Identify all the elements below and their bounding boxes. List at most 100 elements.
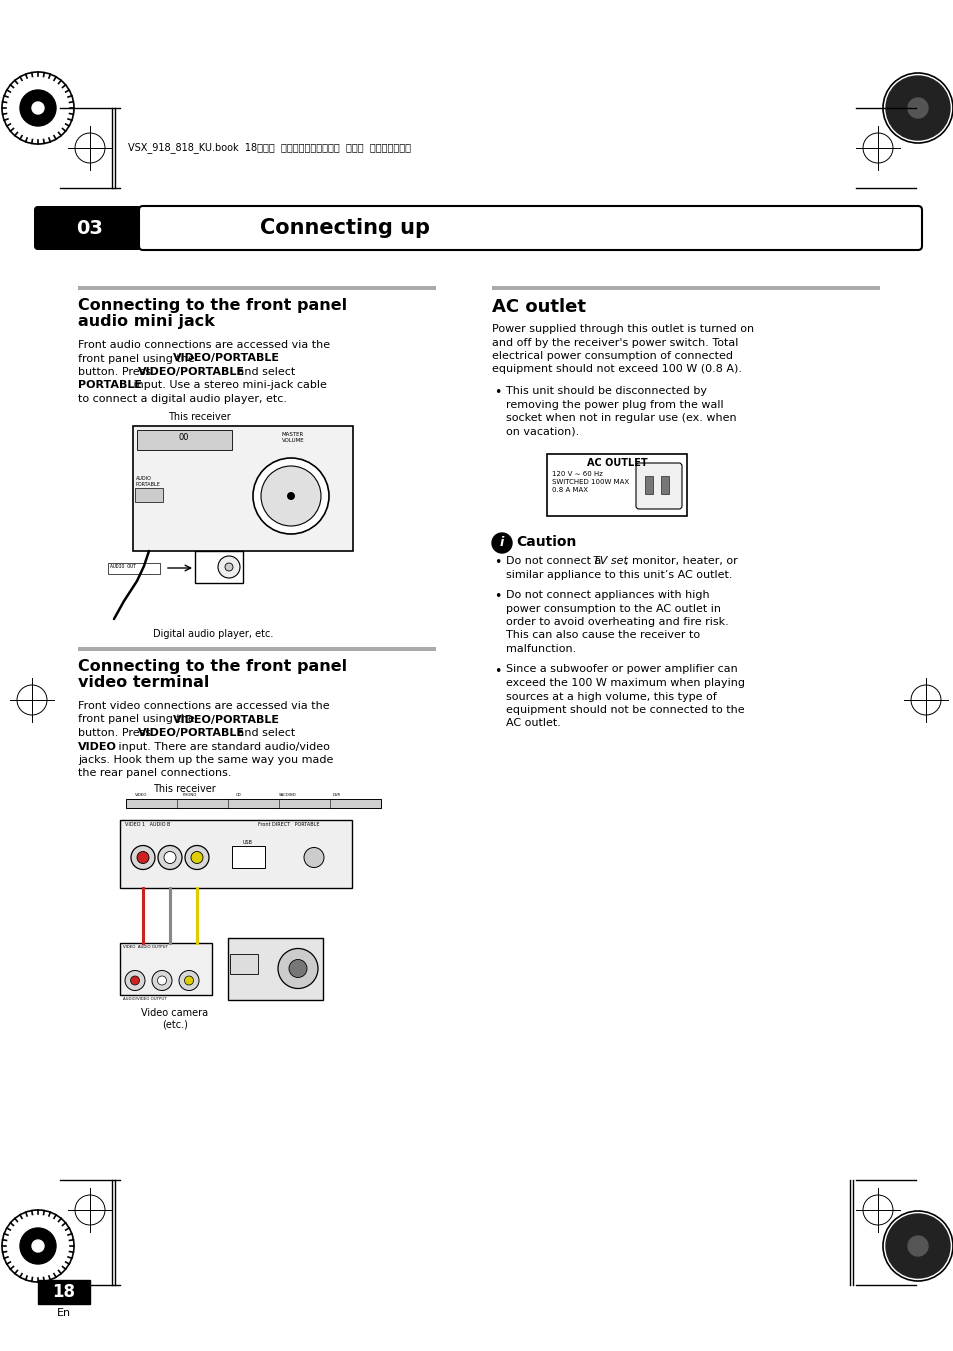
FancyBboxPatch shape [139,205,921,250]
Text: VIDEO/PORTABLE: VIDEO/PORTABLE [138,367,245,377]
Text: front panel using the: front panel using the [78,715,198,724]
Circle shape [253,458,329,534]
Circle shape [225,563,233,571]
Bar [135,488,163,503]
Circle shape [191,851,203,863]
Text: Connecting to the front panel: Connecting to the front panel [78,299,347,313]
Text: PORTABLE: PORTABLE [136,482,161,486]
Text: button. Press: button. Press [78,367,154,377]
Bar [78,286,436,290]
Text: jacks. Hook them up the same way you made: jacks. Hook them up the same way you mad… [78,755,333,765]
Text: This receiver: This receiver [168,412,231,422]
Text: similar appliance to this unit’s AC outlet.: similar appliance to this unit’s AC outl… [505,570,732,580]
Circle shape [492,534,512,553]
Text: •: • [494,590,501,603]
Bar [228,938,323,1000]
Text: Digital audio player, etc.: Digital audio player, etc. [152,630,273,639]
Text: Do not connect a: Do not connect a [505,557,604,566]
Circle shape [287,492,294,500]
Text: Do not connect appliances with high: Do not connect appliances with high [505,590,709,600]
Text: 18: 18 [52,1283,75,1301]
Text: USB: USB [243,839,253,844]
Circle shape [157,975,167,985]
Circle shape [32,1240,44,1252]
Text: •: • [494,386,501,399]
Text: malfunction.: malfunction. [505,644,576,654]
Text: Front audio connections are accessed via the: Front audio connections are accessed via… [78,340,330,350]
Text: PORTABLE: PORTABLE [78,381,142,390]
Circle shape [131,846,154,870]
Text: i: i [499,536,503,550]
Circle shape [137,851,149,863]
Circle shape [218,557,240,578]
Text: and select: and select [233,367,294,377]
Text: exceed the 100 W maximum when playing: exceed the 100 W maximum when playing [505,678,744,688]
Bar [120,820,352,888]
Text: input. There are standard audio/video: input. There are standard audio/video [115,742,330,751]
Text: •: • [494,665,501,677]
Circle shape [152,970,172,990]
Circle shape [289,959,307,978]
Text: and off by the receiver's power switch. Total: and off by the receiver's power switch. … [492,338,738,347]
Text: TV set: TV set [593,557,627,566]
Bar [137,430,232,450]
Bar [232,846,265,867]
Text: button. Press: button. Press [78,728,154,738]
Text: Connecting up: Connecting up [260,218,430,238]
Text: to connect a digital audio player, etc.: to connect a digital audio player, etc. [78,394,287,404]
Bar [38,1279,90,1304]
Text: Connecting to the front panel: Connecting to the front panel [78,659,347,674]
Circle shape [179,970,199,990]
Text: Front video connections are accessed via the: Front video connections are accessed via… [78,701,330,711]
Text: VIDEO/PORTABLE: VIDEO/PORTABLE [138,728,245,738]
Text: , monitor, heater, or: , monitor, heater, or [624,557,737,566]
Bar [78,647,436,651]
Text: the rear panel connections.: the rear panel connections. [78,769,232,778]
Bar [492,286,879,290]
Text: MASTER: MASTER [281,432,304,436]
Bar [108,563,160,574]
Text: AUDIO: AUDIO [136,476,152,481]
Bar [194,551,243,584]
Bar [660,476,668,494]
Text: SWITCHED 100W MAX: SWITCHED 100W MAX [552,480,628,485]
Bar [132,426,353,551]
Text: DVR: DVR [333,793,341,797]
Circle shape [125,970,145,990]
Text: VIDEO 1   AUDIO B: VIDEO 1 AUDIO B [125,823,171,828]
Text: This unit should be disconnected by: This unit should be disconnected by [505,386,706,396]
Circle shape [158,846,182,870]
Text: Power supplied through this outlet is turned on: Power supplied through this outlet is tu… [492,324,753,334]
Text: electrical power consumption of connected: electrical power consumption of connecte… [492,351,732,361]
FancyBboxPatch shape [636,463,681,509]
Text: 120 V ∼ 60 Hz: 120 V ∼ 60 Hz [552,471,602,477]
Text: This receiver: This receiver [152,785,215,794]
Text: VIDEO/PORTABLE: VIDEO/PORTABLE [172,354,280,363]
Text: and select: and select [233,728,294,738]
Text: VIDEO: VIDEO [78,742,117,751]
Text: VIDEO: VIDEO [134,793,147,797]
Text: Video camera: Video camera [141,1008,209,1019]
Text: AC OUTLET: AC OUTLET [586,458,647,467]
Text: PHONO: PHONO [183,793,197,797]
Circle shape [131,975,139,985]
Text: Since a subwoofer or power amplifier can: Since a subwoofer or power amplifier can [505,665,737,674]
Circle shape [277,948,317,989]
Text: input. Use a stereo mini-jack cable: input. Use a stereo mini-jack cable [130,381,327,390]
Circle shape [304,847,324,867]
Text: Caution: Caution [516,535,576,549]
Circle shape [184,975,193,985]
Circle shape [907,99,927,118]
Text: CD: CD [236,793,242,797]
Bar [546,454,686,516]
Text: This can also cause the receiver to: This can also cause the receiver to [505,631,700,640]
Text: video terminal: video terminal [78,676,209,690]
Text: equipment should not be connected to the: equipment should not be connected to the [505,705,744,715]
Text: VOLUME: VOLUME [281,438,304,443]
Text: equipment should not exceed 100 W (0.8 A).: equipment should not exceed 100 W (0.8 A… [492,365,741,374]
Text: sources at a high volume, this type of: sources at a high volume, this type of [505,692,716,701]
Text: on vacation).: on vacation). [505,427,578,436]
Text: 0.8 A MAX: 0.8 A MAX [552,486,587,493]
Circle shape [32,101,44,113]
Text: audio mini jack: audio mini jack [78,313,214,330]
